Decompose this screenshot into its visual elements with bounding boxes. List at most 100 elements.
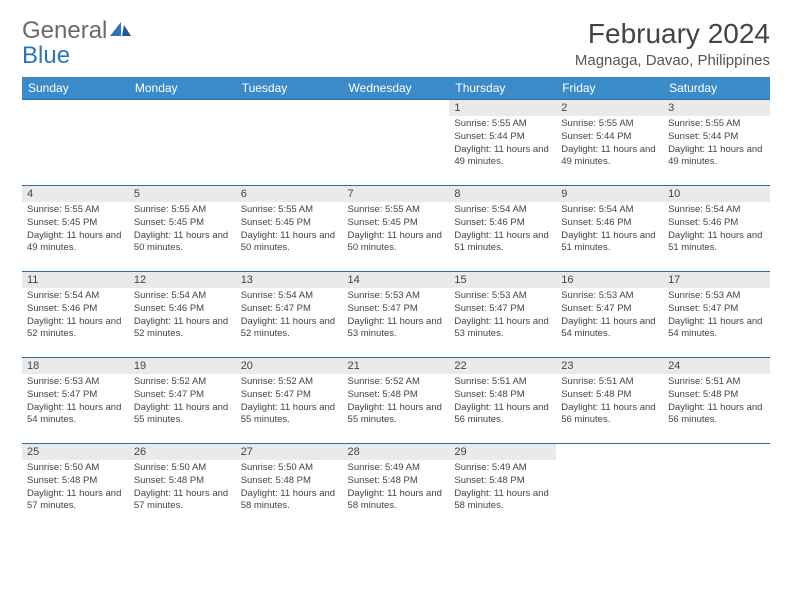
day-details: Sunrise: 5:55 AMSunset: 5:44 PMDaylight:…: [663, 116, 770, 173]
day-number: 12: [129, 272, 236, 288]
day-cell: 2Sunrise: 5:55 AMSunset: 5:44 PMDaylight…: [556, 100, 663, 186]
day-details: Sunrise: 5:55 AMSunset: 5:45 PMDaylight:…: [22, 202, 129, 259]
day-details: Sunrise: 5:52 AMSunset: 5:48 PMDaylight:…: [343, 374, 450, 431]
day-number: 1: [449, 100, 556, 116]
day-cell: 1Sunrise: 5:55 AMSunset: 5:44 PMDaylight…: [449, 100, 556, 186]
day-details: [556, 448, 663, 454]
calendar-week: 4Sunrise: 5:55 AMSunset: 5:45 PMDaylight…: [22, 186, 770, 272]
day-number: 22: [449, 358, 556, 374]
day-cell: 17Sunrise: 5:53 AMSunset: 5:47 PMDayligh…: [663, 272, 770, 358]
day-cell: 9Sunrise: 5:54 AMSunset: 5:46 PMDaylight…: [556, 186, 663, 272]
day-number: 7: [343, 186, 450, 202]
day-cell: 24Sunrise: 5:51 AMSunset: 5:48 PMDayligh…: [663, 358, 770, 444]
day-cell: 10Sunrise: 5:54 AMSunset: 5:46 PMDayligh…: [663, 186, 770, 272]
day-details: Sunrise: 5:53 AMSunset: 5:47 PMDaylight:…: [449, 288, 556, 345]
day-cell: 7Sunrise: 5:55 AMSunset: 5:45 PMDaylight…: [343, 186, 450, 272]
day-details: Sunrise: 5:50 AMSunset: 5:48 PMDaylight:…: [236, 460, 343, 517]
day-cell: 8Sunrise: 5:54 AMSunset: 5:46 PMDaylight…: [449, 186, 556, 272]
day-number: 29: [449, 444, 556, 460]
day-number: 25: [22, 444, 129, 460]
brand-logo: GeneralBlue: [22, 18, 132, 68]
day-details: Sunrise: 5:52 AMSunset: 5:47 PMDaylight:…: [236, 374, 343, 431]
day-details: [22, 104, 129, 110]
day-details: Sunrise: 5:53 AMSunset: 5:47 PMDaylight:…: [22, 374, 129, 431]
empty-cell: [129, 100, 236, 186]
brand-general: General: [22, 17, 107, 44]
day-number: 14: [343, 272, 450, 288]
month-title: February 2024: [575, 18, 770, 50]
day-number: 26: [129, 444, 236, 460]
day-details: Sunrise: 5:51 AMSunset: 5:48 PMDaylight:…: [556, 374, 663, 431]
day-details: Sunrise: 5:53 AMSunset: 5:47 PMDaylight:…: [343, 288, 450, 345]
day-cell: 27Sunrise: 5:50 AMSunset: 5:48 PMDayligh…: [236, 444, 343, 530]
empty-cell: [236, 100, 343, 186]
day-cell: 28Sunrise: 5:49 AMSunset: 5:48 PMDayligh…: [343, 444, 450, 530]
day-cell: 3Sunrise: 5:55 AMSunset: 5:44 PMDaylight…: [663, 100, 770, 186]
day-details: Sunrise: 5:55 AMSunset: 5:45 PMDaylight:…: [129, 202, 236, 259]
day-details: Sunrise: 5:51 AMSunset: 5:48 PMDaylight:…: [663, 374, 770, 431]
day-number: 19: [129, 358, 236, 374]
day-cell: 18Sunrise: 5:53 AMSunset: 5:47 PMDayligh…: [22, 358, 129, 444]
day-details: [343, 104, 450, 110]
day-details: Sunrise: 5:54 AMSunset: 5:47 PMDaylight:…: [236, 288, 343, 345]
dayheader-tuesday: Tuesday: [236, 77, 343, 100]
day-cell: 20Sunrise: 5:52 AMSunset: 5:47 PMDayligh…: [236, 358, 343, 444]
day-details: Sunrise: 5:50 AMSunset: 5:48 PMDaylight:…: [22, 460, 129, 517]
day-details: [663, 448, 770, 454]
day-cell: 16Sunrise: 5:53 AMSunset: 5:47 PMDayligh…: [556, 272, 663, 358]
day-details: [236, 104, 343, 110]
day-details: [129, 104, 236, 110]
brand-blue: Blue: [22, 42, 70, 69]
day-cell: 13Sunrise: 5:54 AMSunset: 5:47 PMDayligh…: [236, 272, 343, 358]
day-cell: 11Sunrise: 5:54 AMSunset: 5:46 PMDayligh…: [22, 272, 129, 358]
day-number: 4: [22, 186, 129, 202]
day-number: 27: [236, 444, 343, 460]
day-number: 15: [449, 272, 556, 288]
day-number: 16: [556, 272, 663, 288]
day-number: 28: [343, 444, 450, 460]
location-text: Magnaga, Davao, Philippines: [575, 52, 770, 69]
day-number: 13: [236, 272, 343, 288]
day-details: Sunrise: 5:54 AMSunset: 5:46 PMDaylight:…: [663, 202, 770, 259]
calendar-week: 11Sunrise: 5:54 AMSunset: 5:46 PMDayligh…: [22, 272, 770, 358]
day-number: 17: [663, 272, 770, 288]
day-number: 21: [343, 358, 450, 374]
empty-cell: [343, 100, 450, 186]
day-cell: 22Sunrise: 5:51 AMSunset: 5:48 PMDayligh…: [449, 358, 556, 444]
day-number: 3: [663, 100, 770, 116]
calendar-head: SundayMondayTuesdayWednesdayThursdayFrid…: [22, 77, 770, 100]
day-details: Sunrise: 5:55 AMSunset: 5:44 PMDaylight:…: [449, 116, 556, 173]
day-details: Sunrise: 5:54 AMSunset: 5:46 PMDaylight:…: [129, 288, 236, 345]
day-number: 5: [129, 186, 236, 202]
day-cell: 4Sunrise: 5:55 AMSunset: 5:45 PMDaylight…: [22, 186, 129, 272]
calendar-table: SundayMondayTuesdayWednesdayThursdayFrid…: [22, 77, 770, 530]
dayheader-wednesday: Wednesday: [343, 77, 450, 100]
day-details: Sunrise: 5:53 AMSunset: 5:47 PMDaylight:…: [556, 288, 663, 345]
day-cell: 19Sunrise: 5:52 AMSunset: 5:47 PMDayligh…: [129, 358, 236, 444]
day-cell: 12Sunrise: 5:54 AMSunset: 5:46 PMDayligh…: [129, 272, 236, 358]
calendar-page: GeneralBlue February 2024 Magnaga, Davao…: [0, 0, 792, 540]
day-cell: 26Sunrise: 5:50 AMSunset: 5:48 PMDayligh…: [129, 444, 236, 530]
day-details: Sunrise: 5:54 AMSunset: 5:46 PMDaylight:…: [22, 288, 129, 345]
day-details: Sunrise: 5:55 AMSunset: 5:44 PMDaylight:…: [556, 116, 663, 173]
day-cell: 21Sunrise: 5:52 AMSunset: 5:48 PMDayligh…: [343, 358, 450, 444]
calendar-week: 1Sunrise: 5:55 AMSunset: 5:44 PMDaylight…: [22, 100, 770, 186]
title-block: February 2024 Magnaga, Davao, Philippine…: [575, 18, 770, 69]
dayheader-thursday: Thursday: [449, 77, 556, 100]
day-details: Sunrise: 5:53 AMSunset: 5:47 PMDaylight:…: [663, 288, 770, 345]
day-cell: 14Sunrise: 5:53 AMSunset: 5:47 PMDayligh…: [343, 272, 450, 358]
empty-cell: [22, 100, 129, 186]
day-number: 9: [556, 186, 663, 202]
dayheader-friday: Friday: [556, 77, 663, 100]
day-details: Sunrise: 5:49 AMSunset: 5:48 PMDaylight:…: [343, 460, 450, 517]
day-number: 2: [556, 100, 663, 116]
day-number: 23: [556, 358, 663, 374]
day-details: Sunrise: 5:54 AMSunset: 5:46 PMDaylight:…: [449, 202, 556, 259]
calendar-week: 18Sunrise: 5:53 AMSunset: 5:47 PMDayligh…: [22, 358, 770, 444]
day-cell: 23Sunrise: 5:51 AMSunset: 5:48 PMDayligh…: [556, 358, 663, 444]
day-number: 18: [22, 358, 129, 374]
day-cell: 25Sunrise: 5:50 AMSunset: 5:48 PMDayligh…: [22, 444, 129, 530]
empty-cell: [663, 444, 770, 530]
day-number: 10: [663, 186, 770, 202]
dayheader-sunday: Sunday: [22, 77, 129, 100]
